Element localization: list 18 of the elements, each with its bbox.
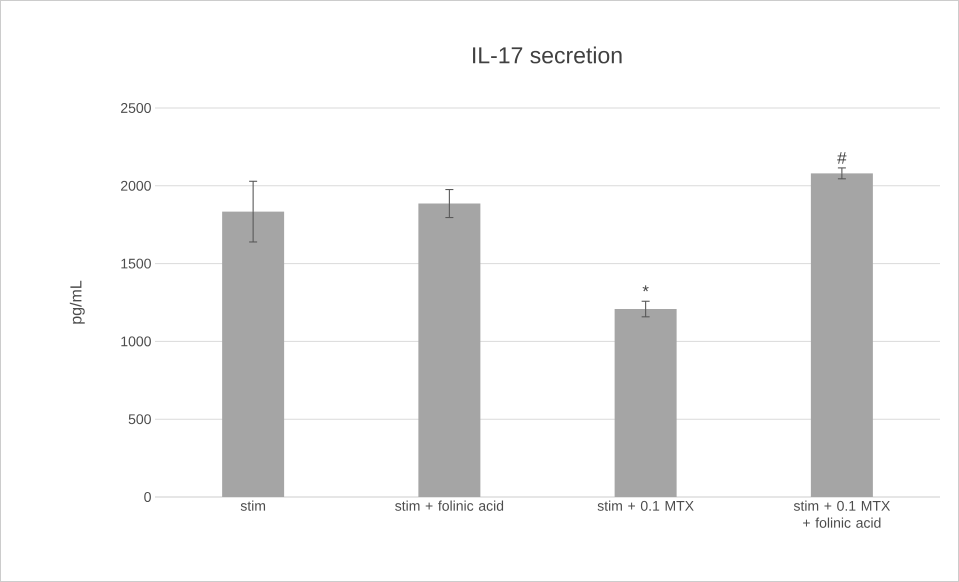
- bar: [222, 212, 284, 497]
- bar: [614, 309, 677, 497]
- chart-title: IL-17 secretion: [473, 46, 622, 64]
- y-tick-label: 0: [144, 492, 151, 502]
- x-tick-label: stim + 0.1 MTX: [598, 500, 694, 511]
- y-axis-title: pg/mL: [70, 280, 85, 324]
- y-tick-label: 2000: [121, 180, 151, 191]
- bar: [810, 173, 873, 497]
- x-tick-label: stim + folinic acid: [395, 500, 504, 511]
- y-tick-label: 500: [128, 414, 151, 424]
- y-tick-label: 1500: [121, 258, 151, 269]
- annotation: *: [642, 285, 649, 292]
- x-tick-label: stim: [240, 500, 266, 511]
- bar: [418, 204, 480, 497]
- x-tick-label: stim + 0.1 MTX + folinic acid: [794, 500, 890, 528]
- y-tick-label: 1000: [121, 336, 151, 346]
- y-tick-label: 2500: [121, 103, 151, 113]
- annotation: #: [837, 152, 847, 164]
